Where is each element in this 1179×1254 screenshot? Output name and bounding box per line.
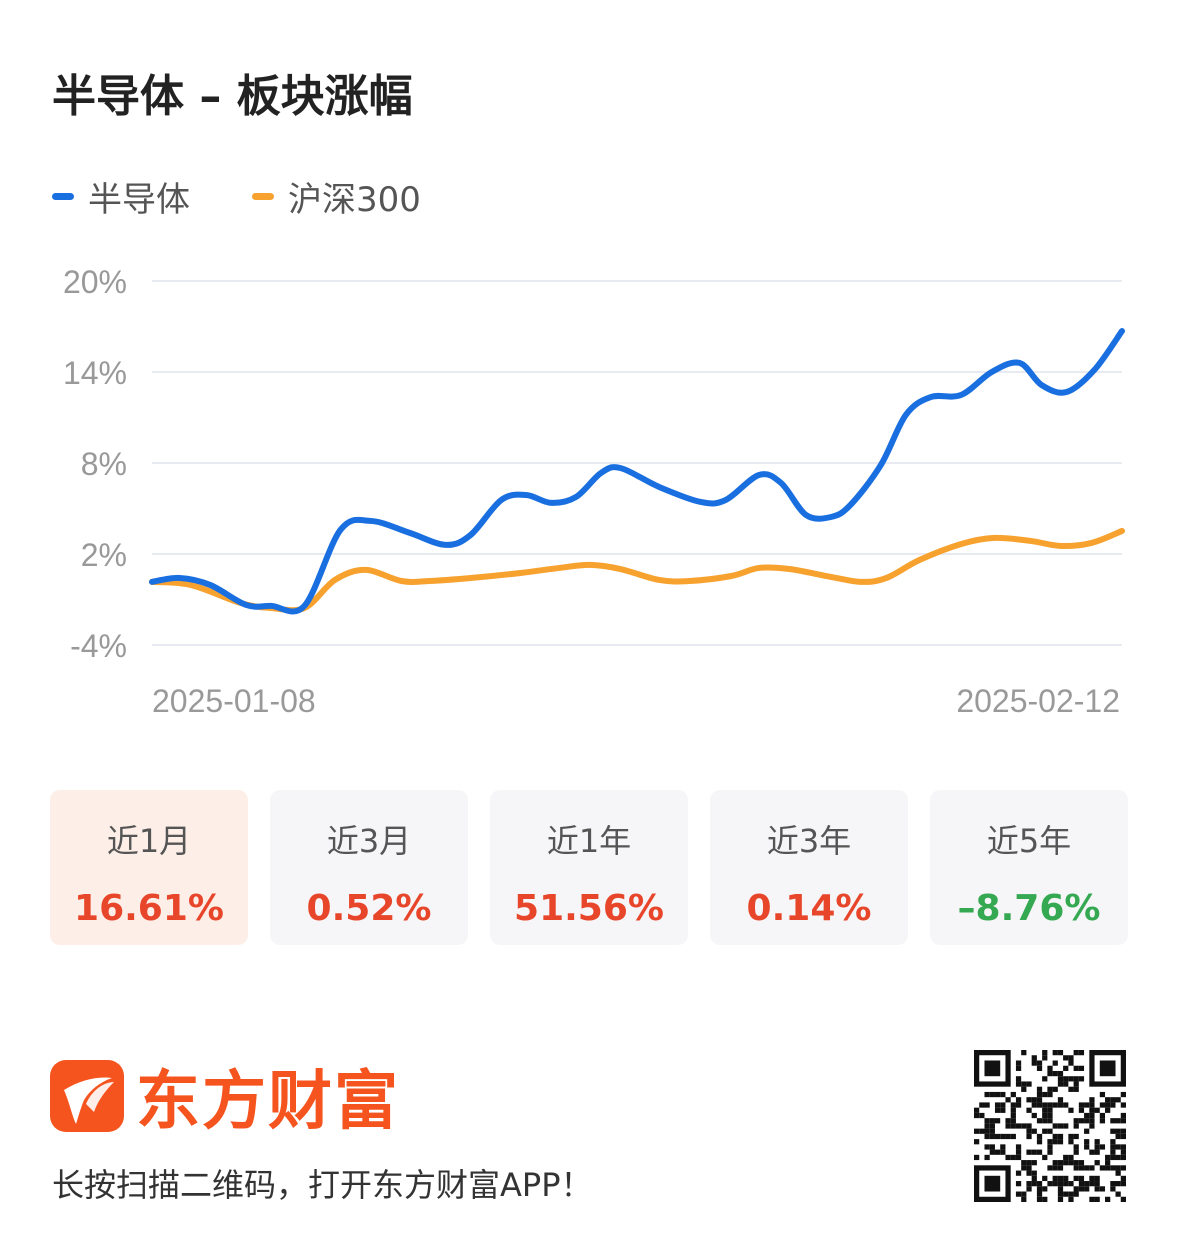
- period-value: 0.14%: [746, 888, 872, 929]
- period-tab[interactable]: 近3年 0.14%: [710, 790, 908, 945]
- x-tick-label: 2025-02-12: [956, 683, 1120, 719]
- brand-logo: 东方财富: [50, 1050, 400, 1142]
- period-label: 近3年: [766, 822, 852, 860]
- logo-icon: [50, 1060, 124, 1132]
- tagline: 长按扫描二维码，打开东方财富APP！: [52, 1166, 593, 1204]
- legend-label: 半导体: [88, 180, 190, 220]
- period-label: 近1月: [106, 822, 192, 860]
- legend-item-semiconductor: 半导体: [52, 172, 190, 221]
- period-tab[interactable]: 近3月 0.52%: [270, 790, 468, 945]
- y-tick-label: 14%: [63, 355, 127, 391]
- series-line-csi300: [149, 527, 1125, 614]
- period-tab[interactable]: 近5年 –8.76%: [930, 790, 1128, 945]
- period-returns: 近1月 16.61% 近3月 0.52% 近1年 51.56% 近3年 0.14% 近5年 –8.…: [50, 790, 1128, 945]
- y-tick-label: 20%: [63, 264, 127, 300]
- y-tick-label: 8%: [81, 446, 127, 482]
- period-value: 16.61%: [74, 888, 224, 929]
- period-value: 51.56%: [514, 888, 664, 929]
- period-label: 近1年: [546, 822, 632, 860]
- chart-legend: 半导体 沪深300: [52, 172, 483, 221]
- brand-name: 东方财富: [136, 1065, 400, 1139]
- x-tick-label: 2025-01-08: [152, 683, 316, 719]
- legend-swatch: [52, 193, 74, 200]
- page-title: 半导体 – 板块涨幅: [52, 71, 413, 122]
- period-label: 近5年: [986, 822, 1072, 860]
- period-value: 0.52%: [306, 888, 432, 929]
- period-tab[interactable]: 近1月 16.61%: [50, 790, 248, 945]
- period-tab[interactable]: 近1年 51.56%: [490, 790, 688, 945]
- series-line-semiconductor: [149, 328, 1125, 615]
- line-chart: 20% 14% 8% 2% -4% 2025-01-08 2025-02-12: [63, 264, 1125, 719]
- y-tick-label: -4%: [70, 628, 127, 664]
- legend-swatch: [252, 193, 274, 200]
- qr-code[interactable]: [974, 1050, 1126, 1202]
- legend-label: 沪深300: [288, 180, 421, 220]
- period-label: 近3月: [326, 822, 412, 860]
- y-tick-label: 2%: [81, 537, 127, 573]
- legend-item-csi300: 沪深300: [252, 172, 421, 221]
- period-value: –8.76%: [957, 888, 1101, 929]
